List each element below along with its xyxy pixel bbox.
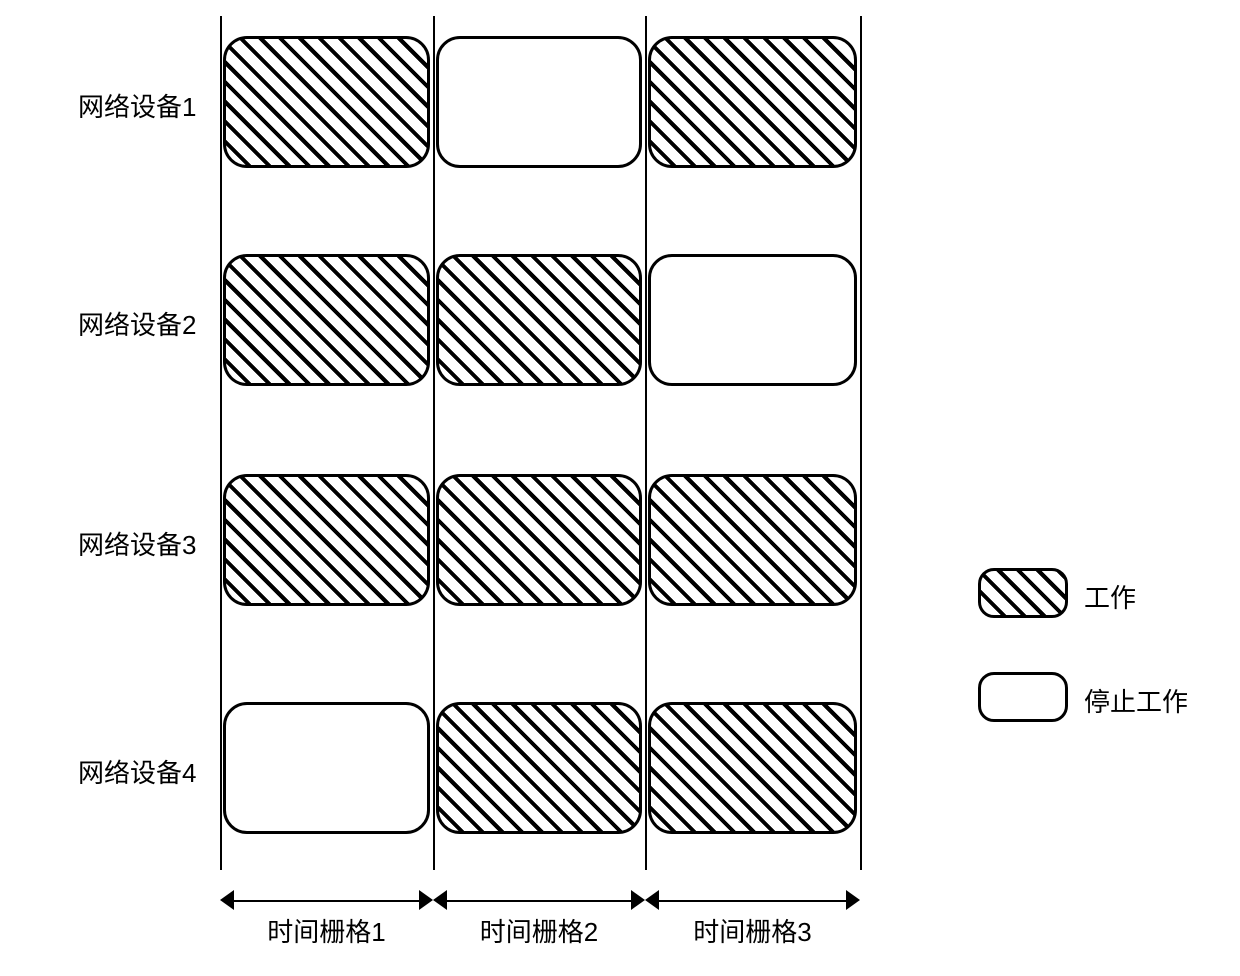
axis-segment-2 — [447, 900, 631, 902]
state-block-r1-c2 — [436, 36, 642, 168]
state-block-r3-c3 — [648, 474, 857, 606]
axis-arrow-right-icon-2 — [631, 890, 645, 910]
axis-arrow-left-icon-1 — [220, 890, 234, 910]
axis-segment-3 — [659, 900, 846, 902]
axis-arrow-left-icon-2 — [433, 890, 447, 910]
state-block-r4-c2 — [436, 702, 642, 834]
row-label-device-2: 网络设备2 — [78, 305, 196, 342]
state-block-r2-c1 — [223, 254, 430, 386]
axis-arrow-left-icon-3 — [645, 890, 659, 910]
state-block-r4-c1 — [223, 702, 430, 834]
state-block-r3-c2 — [436, 474, 642, 606]
legend-label-working: 工作 — [1084, 578, 1136, 615]
row-label-device-3: 网络设备3 — [78, 525, 196, 562]
row-label-device-1: 网络设备1 — [78, 87, 196, 124]
axis-segment-1 — [234, 900, 419, 902]
state-block-r2-c2 — [436, 254, 642, 386]
grid-vline-0 — [220, 16, 222, 870]
row-label-device-4: 网络设备4 — [78, 753, 196, 790]
grid-vline-3 — [860, 16, 862, 870]
axis-arrow-right-icon-3 — [846, 890, 860, 910]
state-block-r4-c3 — [648, 702, 857, 834]
axis-arrow-right-icon-1 — [419, 890, 433, 910]
legend-swatch-working — [978, 568, 1068, 618]
state-block-r1-c3 — [648, 36, 857, 168]
state-block-r1-c1 — [223, 36, 430, 168]
legend-swatch-stopped — [978, 672, 1068, 722]
grid-vline-2 — [645, 16, 647, 870]
state-block-r2-c3 — [648, 254, 857, 386]
col-label-slot-3: 时间栅格3 — [673, 912, 833, 949]
col-label-slot-1: 时间栅格1 — [247, 912, 407, 949]
legend-label-stopped: 停止工作 — [1084, 682, 1188, 719]
col-label-slot-2: 时间栅格2 — [459, 912, 619, 949]
grid-vline-1 — [433, 16, 435, 870]
state-block-r3-c1 — [223, 474, 430, 606]
